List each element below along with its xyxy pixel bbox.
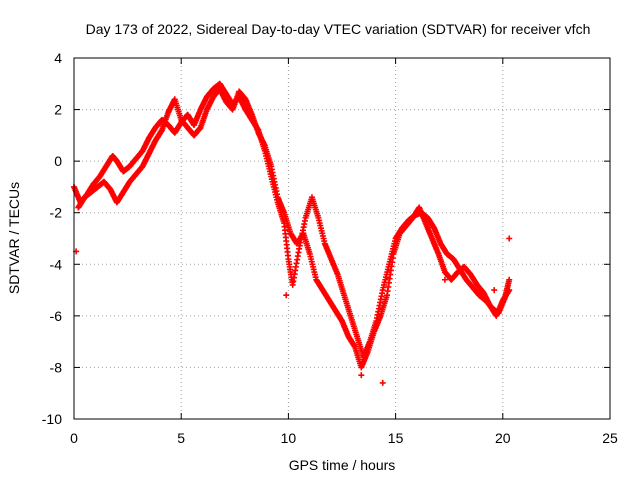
y-tick-label: -8 <box>50 359 63 375</box>
data-point-marker <box>283 292 290 299</box>
x-tick-label: 25 <box>602 430 618 446</box>
y-tick-label: 4 <box>54 50 62 66</box>
data-point-marker <box>441 276 448 283</box>
data-point-marker <box>358 372 365 379</box>
x-axis-label: GPS time / hours <box>289 457 396 473</box>
data-point-marker <box>506 276 513 283</box>
y-axis-label: SDTVAR / TECUs <box>6 182 22 294</box>
data-point-marker <box>506 287 513 294</box>
y-tick-label: -2 <box>50 205 63 221</box>
grid-lines <box>74 58 610 419</box>
series-1 <box>75 85 513 371</box>
data-point-marker <box>506 235 513 242</box>
axis-ticks: 0 5 10 15 20 25 -10 -8 -6 -4 -2 0 2 4 <box>42 50 618 446</box>
data-point-marker <box>491 287 498 294</box>
data-points <box>71 80 513 386</box>
x-tick-label: 10 <box>281 430 297 446</box>
data-point-marker <box>379 379 386 386</box>
x-tick-label: 5 <box>177 430 185 446</box>
y-tick-label: 2 <box>54 102 62 118</box>
chart-title: Day 173 of 2022, Sidereal Day-to-day VTE… <box>86 21 591 37</box>
x-tick-label: 0 <box>70 430 78 446</box>
series-0 <box>71 80 513 361</box>
y-tick-label: -4 <box>50 256 63 272</box>
y-tick-label: -10 <box>42 411 62 427</box>
y-tick-label: -6 <box>50 308 63 324</box>
x-tick-label: 20 <box>495 430 511 446</box>
y-tick-label: 0 <box>54 153 62 169</box>
plot-frame <box>73 57 611 420</box>
x-tick-label: 15 <box>388 430 404 446</box>
series-2 <box>73 235 513 386</box>
